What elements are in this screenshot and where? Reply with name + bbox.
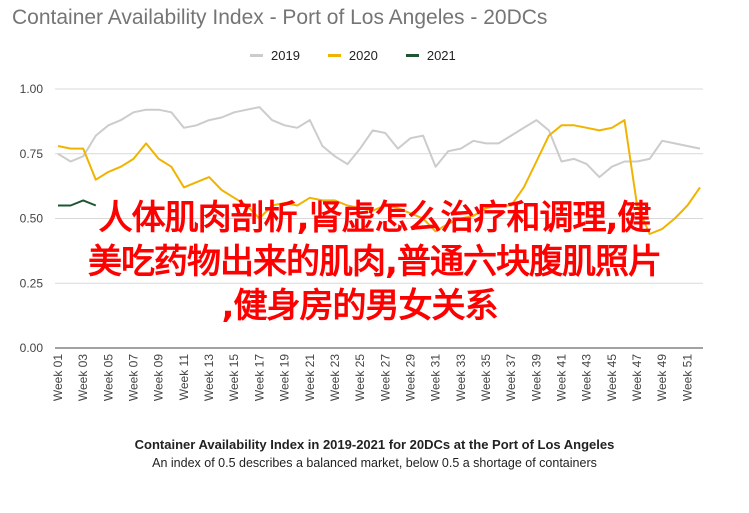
x-tick-label: Week 03: [76, 354, 90, 401]
x-tick-label: Week 23: [328, 354, 342, 401]
x-tick-label: Week 07: [127, 354, 141, 401]
x-tick-label: Week 21: [303, 354, 317, 401]
x-tick-label: Week 35: [479, 354, 493, 401]
chart-legend: 2019 2020 2021: [250, 48, 456, 63]
x-tick-label: Week 37: [504, 354, 518, 401]
x-tick-label: Week 01: [51, 354, 65, 401]
y-tick-label: 0.50: [20, 212, 44, 226]
x-tick-label: Week 39: [529, 354, 543, 401]
caption-subtitle: An index of 0.5 describes a balanced mar…: [152, 456, 597, 470]
legend-label-2020: 2020: [348, 48, 378, 63]
legend-swatch-2020: [327, 54, 341, 57]
x-tick-label: Week 43: [580, 354, 594, 401]
overlay-text-line-1: 人体肌肉剖析,肾虚怎么治疗和调理,健: [98, 198, 652, 238]
series-line-2019: [57, 106, 701, 179]
x-tick-label: Week 05: [101, 354, 115, 401]
y-tick-label: 0.75: [20, 147, 44, 161]
legend-item-2019[interactable]: 2019: [250, 48, 300, 63]
x-tick-label: Week 45: [605, 354, 619, 401]
x-tick-label: Week 13: [202, 354, 216, 401]
x-tick-label: Week 09: [152, 354, 166, 401]
chart-title: Container Availability Index - Port of L…: [12, 6, 548, 29]
x-tick-label: Week 27: [378, 354, 392, 401]
series-line-2020: [57, 119, 701, 235]
legend-label-2019: 2019: [271, 48, 300, 63]
overlay-text-line-2: 美吃药物出来的肌肉,普通六块腹肌照片: [88, 242, 662, 282]
x-tick-label: Week 31: [429, 354, 443, 401]
y-tick-label: 0.25: [20, 276, 44, 290]
x-tick-label: Week 19: [278, 354, 292, 401]
x-tick-label: Week 51: [680, 354, 694, 401]
x-tick-label: Week 33: [454, 354, 468, 401]
caption-title: Container Availability Index in 2019-202…: [134, 437, 615, 452]
overlay-text-line-3: ,健身房的男女关系: [221, 286, 499, 326]
y-tick-label: 1.00: [20, 82, 44, 96]
y-tick-label: 0.00: [20, 341, 44, 355]
legend-label-2021: 2021: [426, 48, 456, 63]
x-tick-label: Week 11: [177, 354, 191, 401]
x-tick-label: Week 47: [630, 354, 644, 401]
line-chart: 0.00 0.25 0.50 0.75 1.00 Week 01 Week 03 Week 0…: [20, 82, 703, 401]
series-line-2021: [58, 199, 97, 207]
x-tick-label: Week 25: [353, 354, 367, 401]
x-tick-label: Week 29: [403, 354, 417, 401]
x-tick-label: Week 17: [252, 354, 266, 401]
legend-item-2020[interactable]: 2020: [327, 48, 378, 63]
legend-swatch-2019: [250, 54, 263, 57]
legend-swatch-2021: [405, 54, 419, 57]
x-tick-label: Week 49: [655, 354, 669, 401]
x-tick-label: Week 41: [555, 354, 569, 401]
x-tick-label: Week 15: [227, 354, 241, 401]
legend-item-2021[interactable]: 2021: [405, 48, 456, 63]
